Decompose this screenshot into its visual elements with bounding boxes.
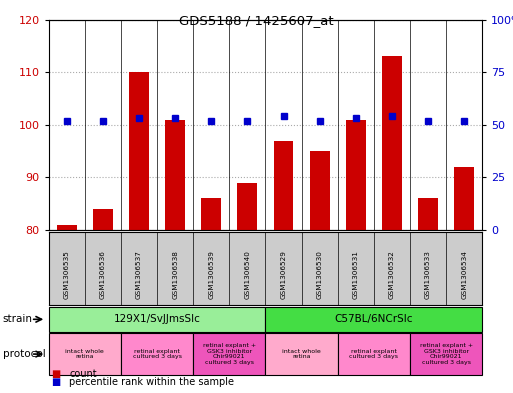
Bar xyxy=(49,307,265,332)
Text: GSM1306536: GSM1306536 xyxy=(100,250,106,299)
Text: strain: strain xyxy=(3,314,32,324)
Bar xyxy=(346,119,366,230)
Text: retinal explant +
GSK3 inhibitor
Chir99021
cultured 3 days: retinal explant + GSK3 inhibitor Chir990… xyxy=(203,343,256,365)
Text: protocol: protocol xyxy=(3,349,45,359)
Bar xyxy=(418,198,438,230)
Bar xyxy=(57,225,77,230)
Bar xyxy=(382,57,402,230)
Bar xyxy=(310,151,329,230)
Text: retinal explant
cultured 3 days: retinal explant cultured 3 days xyxy=(132,349,182,360)
Text: C57BL/6NCrSlc: C57BL/6NCrSlc xyxy=(334,314,413,324)
Bar xyxy=(129,72,149,230)
Bar xyxy=(454,167,474,230)
Text: GSM1306532: GSM1306532 xyxy=(389,250,395,299)
Text: retinal explant
cultured 3 days: retinal explant cultured 3 days xyxy=(349,349,399,360)
Text: intact whole
retina: intact whole retina xyxy=(66,349,104,360)
Text: GSM1306531: GSM1306531 xyxy=(353,250,359,299)
Bar xyxy=(265,307,482,332)
Bar xyxy=(265,333,338,375)
Text: ■: ■ xyxy=(51,377,61,387)
Bar xyxy=(121,333,193,375)
Bar xyxy=(193,333,265,375)
Text: GDS5188 / 1425607_at: GDS5188 / 1425607_at xyxy=(179,14,334,27)
Text: intact whole
retina: intact whole retina xyxy=(282,349,321,360)
Text: 129X1/SvJJmsSlc: 129X1/SvJJmsSlc xyxy=(114,314,201,324)
Text: GSM1306533: GSM1306533 xyxy=(425,250,431,299)
Bar xyxy=(165,119,185,230)
Text: count: count xyxy=(69,369,97,379)
Bar xyxy=(49,333,121,375)
Text: GSM1306538: GSM1306538 xyxy=(172,250,178,299)
Text: GSM1306535: GSM1306535 xyxy=(64,250,70,299)
Text: GSM1306534: GSM1306534 xyxy=(461,250,467,299)
Text: GSM1306540: GSM1306540 xyxy=(244,250,250,299)
Text: GSM1306530: GSM1306530 xyxy=(317,250,323,299)
Text: ■: ■ xyxy=(51,369,61,379)
Bar xyxy=(238,183,258,230)
Text: retinal explant +
GSK3 inhibitor
Chir99021
cultured 3 days: retinal explant + GSK3 inhibitor Chir990… xyxy=(420,343,472,365)
Bar xyxy=(410,333,482,375)
Bar xyxy=(273,141,293,230)
Text: GSM1306537: GSM1306537 xyxy=(136,250,142,299)
Text: percentile rank within the sample: percentile rank within the sample xyxy=(69,377,234,387)
Bar xyxy=(338,333,410,375)
Text: GSM1306529: GSM1306529 xyxy=(281,250,287,299)
Text: GSM1306539: GSM1306539 xyxy=(208,250,214,299)
Bar xyxy=(202,198,221,230)
Bar xyxy=(93,209,113,230)
